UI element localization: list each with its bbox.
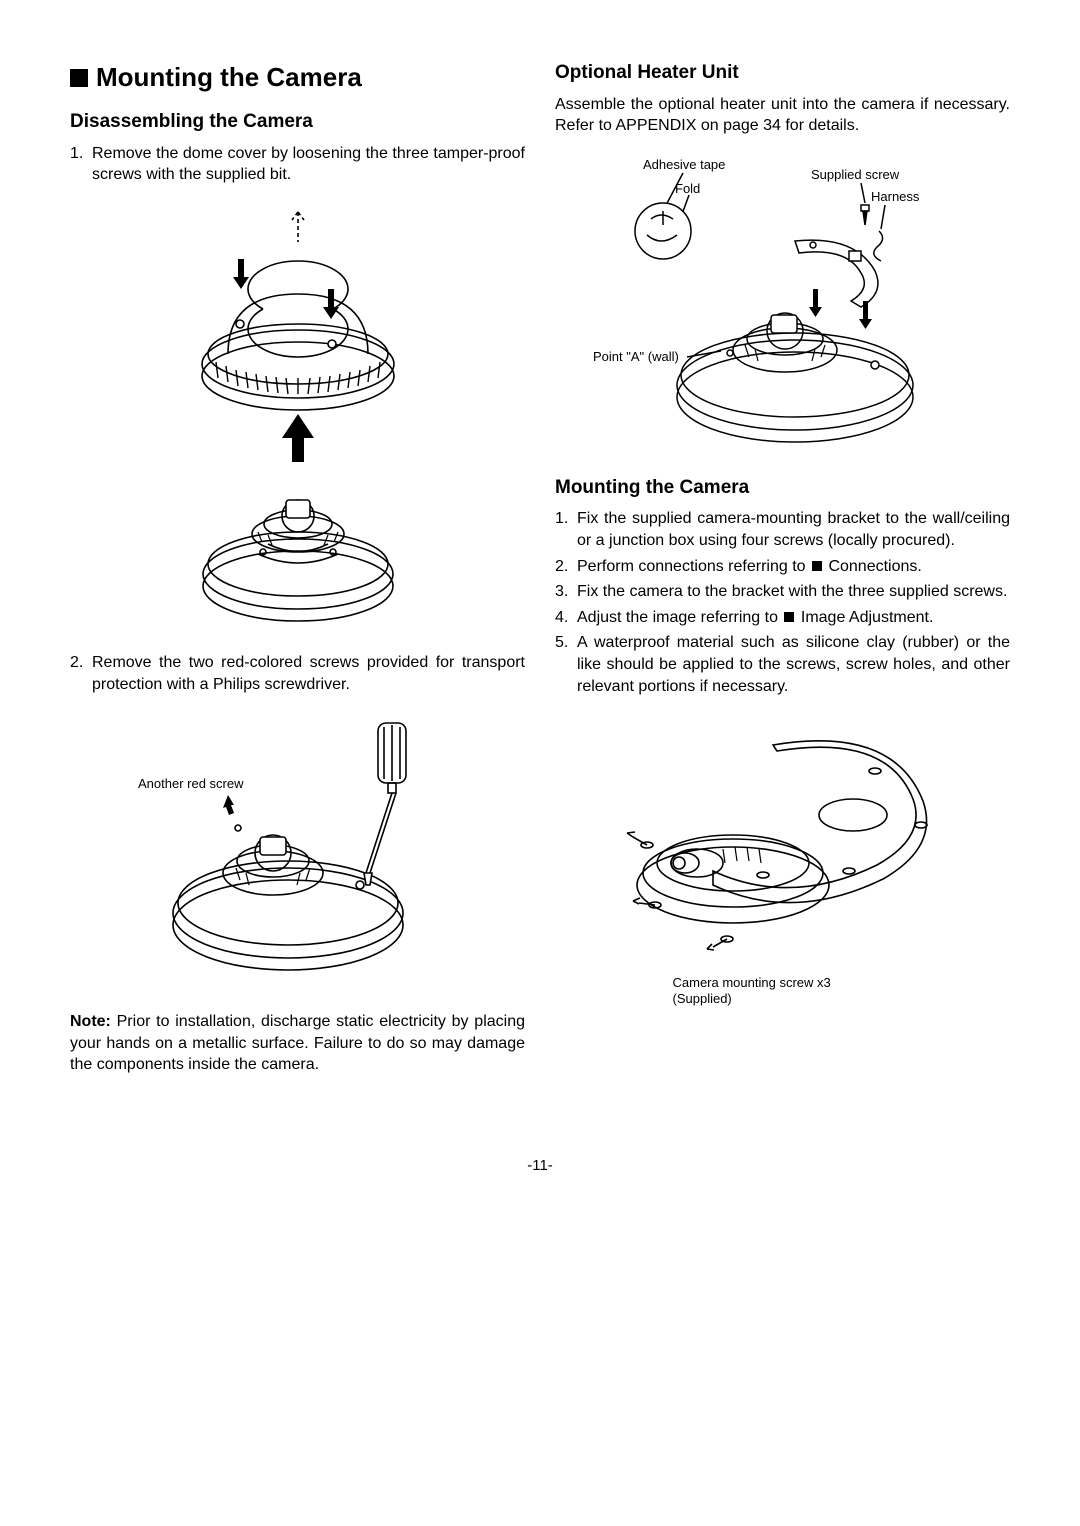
svg-text:Harness: Harness <box>871 189 920 204</box>
step-number: 3. <box>555 581 577 603</box>
heater-unit-illustration: Adhesive tape Fold Supplied screw Harnes… <box>585 155 965 445</box>
figure-mounting-bracket: Camera mounting screw x3 (Supplied) <box>555 715 1010 1006</box>
page-number: -11- <box>70 1156 1010 1176</box>
svg-text:Another red screw: Another red screw <box>138 776 244 791</box>
step-text: Fix the camera to the bracket with the t… <box>577 581 1010 603</box>
list-item: 3. Fix the camera to the bracket with th… <box>555 581 1010 603</box>
step-number: 4. <box>555 607 577 629</box>
left-column: Mounting the Camera Disassembling the Ca… <box>70 60 525 1076</box>
list-item: 5. A waterproof material such as silicon… <box>555 632 1010 697</box>
list-item: 1. Remove the dome cover by loosening th… <box>70 143 525 186</box>
step-number: 2. <box>70 652 92 695</box>
note-label: Note: <box>70 1013 111 1030</box>
svg-text:Adhesive tape: Adhesive tape <box>643 157 725 172</box>
mounting-bracket-illustration <box>603 715 963 975</box>
figure-screw-removal: Another red screw <box>70 713 525 993</box>
square-bullet-icon <box>70 69 88 87</box>
disassemble-step2-list: 2. Remove the two red-colored screws pro… <box>70 652 525 695</box>
step-text: Fix the supplied camera-mounting bracket… <box>577 508 1010 551</box>
figure-heater-unit: Adhesive tape Fold Supplied screw Harnes… <box>585 155 1010 445</box>
square-bullet-icon <box>784 612 794 622</box>
disassemble-step1-list: 1. Remove the dome cover by loosening th… <box>70 143 525 186</box>
heater-paragraph: Assemble the optional heater unit into t… <box>555 94 1010 137</box>
svg-text:Supplied screw: Supplied screw <box>811 167 900 182</box>
disassembling-heading: Disassembling the Camera <box>70 109 525 135</box>
list-item: 1. Fix the supplied camera-mounting brac… <box>555 508 1010 551</box>
step-number: 1. <box>70 143 92 186</box>
step-text: Perform connections referring to Connect… <box>577 556 1010 578</box>
figure-caption: Camera mounting screw x3 (Supplied) <box>673 975 963 1006</box>
mounting-heading: Mounting the Camera <box>555 475 1010 501</box>
mounting-steps-list: 1. Fix the supplied camera-mounting brac… <box>555 508 1010 697</box>
caption-line2: (Supplied) <box>673 991 963 1007</box>
step-number: 5. <box>555 632 577 697</box>
step-number: 1. <box>555 508 577 551</box>
heater-heading: Optional Heater Unit <box>555 60 1010 86</box>
step-text: Remove the two red-colored screws provid… <box>92 652 525 695</box>
page-title: Mounting the Camera <box>70 60 525 95</box>
step-text: Adjust the image referring to Image Adju… <box>577 607 1010 629</box>
screw-removal-illustration: Another red screw <box>118 713 478 993</box>
page-title-text: Mounting the Camera <box>96 62 362 92</box>
right-column: Optional Heater Unit Assemble the option… <box>555 60 1010 1076</box>
list-item: 4. Adjust the image referring to Image A… <box>555 607 1010 629</box>
step-text: Remove the dome cover by loosening the t… <box>92 143 525 186</box>
note-paragraph: Note: Prior to installation, discharge s… <box>70 1011 525 1076</box>
list-item: 2. Remove the two red-colored screws pro… <box>70 652 525 695</box>
step-text: A waterproof material such as silicone c… <box>577 632 1010 697</box>
list-item: 2. Perform connections referring to Conn… <box>555 556 1010 578</box>
note-text: Prior to installation, discharge static … <box>70 1013 525 1073</box>
svg-text:Point "A" (wall): Point "A" (wall) <box>593 349 679 364</box>
dome-removal-illustration <box>168 204 428 634</box>
svg-text:Fold: Fold <box>675 181 700 196</box>
square-bullet-icon <box>812 561 822 571</box>
figure-dome-removal <box>70 204 525 634</box>
caption-line1: Camera mounting screw x3 <box>673 975 963 991</box>
step-number: 2. <box>555 556 577 578</box>
